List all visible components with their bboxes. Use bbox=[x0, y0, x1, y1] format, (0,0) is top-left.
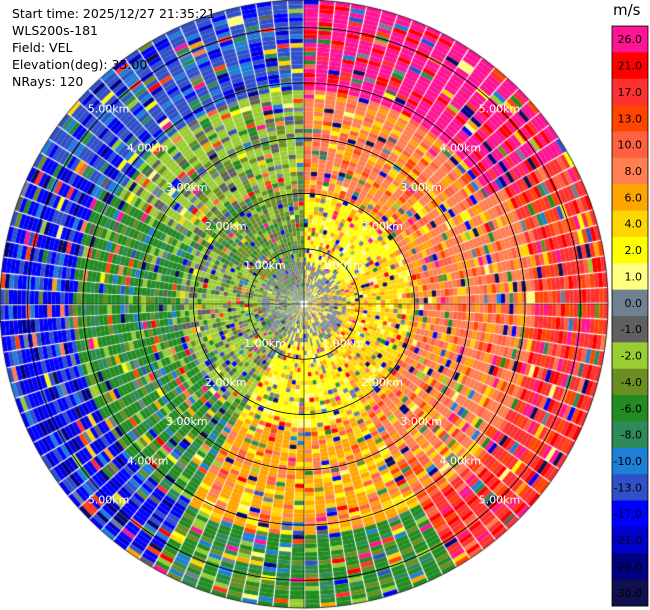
colorbar-swatch bbox=[612, 316, 648, 343]
range-ring-label: 5.00km bbox=[88, 103, 130, 116]
colorbar-tick-label: 10.0 bbox=[618, 139, 643, 152]
colorbar-tick-label: -21.0 bbox=[614, 534, 642, 547]
colorbar-tick-label: -10.0 bbox=[614, 455, 642, 468]
colorbar-unit: m/s bbox=[613, 1, 641, 19]
colorbar-tick-label: 8.0 bbox=[625, 165, 643, 178]
colorbar-tick-label: 2.0 bbox=[625, 244, 643, 257]
range-ring-label: 4.00km bbox=[127, 142, 169, 155]
colorbar-swatch bbox=[612, 526, 648, 554]
info-panel: Start time: 2025/12/27 21:35:21 WLS200s-… bbox=[12, 5, 215, 90]
colorbar-swatch bbox=[612, 368, 648, 396]
colorbar-swatch bbox=[612, 395, 648, 422]
colorbar-tick-label: 0.0 bbox=[625, 297, 643, 310]
colorbar-swatch bbox=[612, 342, 648, 370]
range-ring-label: 2.00km bbox=[205, 220, 247, 233]
range-ring-label: 5.00km bbox=[88, 493, 130, 506]
range-ring-label: 3.00km bbox=[400, 181, 442, 194]
colorbar-swatch bbox=[612, 553, 648, 581]
colorbar-frame bbox=[611, 25, 649, 607]
range-ring-label: 5.00km bbox=[479, 493, 521, 506]
range-ring-label: 4.00km bbox=[440, 142, 482, 155]
colorbar-swatch bbox=[612, 78, 648, 106]
colorbar-tick-label: -13.0 bbox=[614, 481, 642, 494]
colorbar-swatch bbox=[612, 157, 648, 185]
colorbar-tick-label: 4.0 bbox=[625, 218, 643, 231]
colorbar-tick-label: -26.0 bbox=[614, 560, 642, 573]
range-ring-label: 1.00km bbox=[244, 259, 286, 272]
start-time-text: Start time: 2025/12/27 21:35:21 bbox=[12, 6, 216, 21]
colorbar-swatch bbox=[612, 447, 648, 475]
colorbar-swatch bbox=[612, 579, 648, 607]
range-ring-label: 5.00km bbox=[479, 103, 521, 116]
range-ring-label: 2.00km bbox=[361, 220, 403, 233]
elevation-text: Elevation(deg): 35.00 bbox=[12, 57, 148, 72]
colorbar-tick-label: -8.0 bbox=[621, 429, 642, 442]
colorbar-swatch bbox=[612, 500, 648, 528]
colorbar-swatch bbox=[612, 52, 648, 80]
nrays-text: NRays: 120 bbox=[12, 74, 84, 89]
colorbar-tick-label: -4.0 bbox=[621, 376, 642, 389]
range-ring-label: 4.00km bbox=[440, 454, 482, 467]
colorbar-tick-label: -17.0 bbox=[614, 508, 642, 521]
colorbar-tick-label: -2.0 bbox=[621, 350, 642, 363]
range-ring-label: 1.00km bbox=[244, 337, 286, 350]
colorbar-swatch bbox=[612, 105, 648, 132]
station-text: WLS200s-181 bbox=[12, 23, 98, 38]
colorbar-swatch bbox=[612, 289, 648, 317]
range-ring-label: 3.00km bbox=[166, 415, 208, 428]
field-text: Field: VEL bbox=[12, 40, 73, 55]
colorbar-swatch bbox=[612, 131, 648, 159]
range-ring-label: 3.00km bbox=[400, 415, 442, 428]
colorbar-tick-label: 1.0 bbox=[625, 270, 643, 283]
range-ring-label: 1.00km bbox=[322, 337, 364, 350]
colorbar-swatch bbox=[612, 421, 648, 449]
colorbar-tick-label: 13.0 bbox=[618, 112, 643, 125]
colorbar-tick-label: -30.0 bbox=[614, 587, 642, 600]
colorbar-tick-label: -1.0 bbox=[621, 323, 642, 336]
colorbar-swatch bbox=[612, 26, 648, 53]
colorbar-swatch bbox=[612, 236, 648, 264]
range-ring-label: 1.00km bbox=[322, 259, 364, 272]
colorbar-swatch bbox=[612, 184, 648, 212]
colorbar-swatch bbox=[612, 474, 648, 502]
colorbar-tick-label: 17.0 bbox=[618, 86, 643, 99]
range-ring-label: 2.00km bbox=[361, 376, 403, 389]
colorbar-swatch bbox=[612, 263, 648, 291]
colorbar-tick-label: 21.0 bbox=[618, 60, 643, 73]
colorbar-swatch bbox=[612, 210, 648, 238]
colorbar-tick-label: 6.0 bbox=[625, 191, 643, 204]
colorbar-tick-label: -6.0 bbox=[621, 402, 642, 415]
colorbar-tick-label: 26.0 bbox=[618, 33, 643, 46]
range-ring-label: 2.00km bbox=[205, 376, 247, 389]
range-ring-label: 4.00km bbox=[127, 454, 169, 467]
range-ring-label: 3.00km bbox=[166, 181, 208, 194]
